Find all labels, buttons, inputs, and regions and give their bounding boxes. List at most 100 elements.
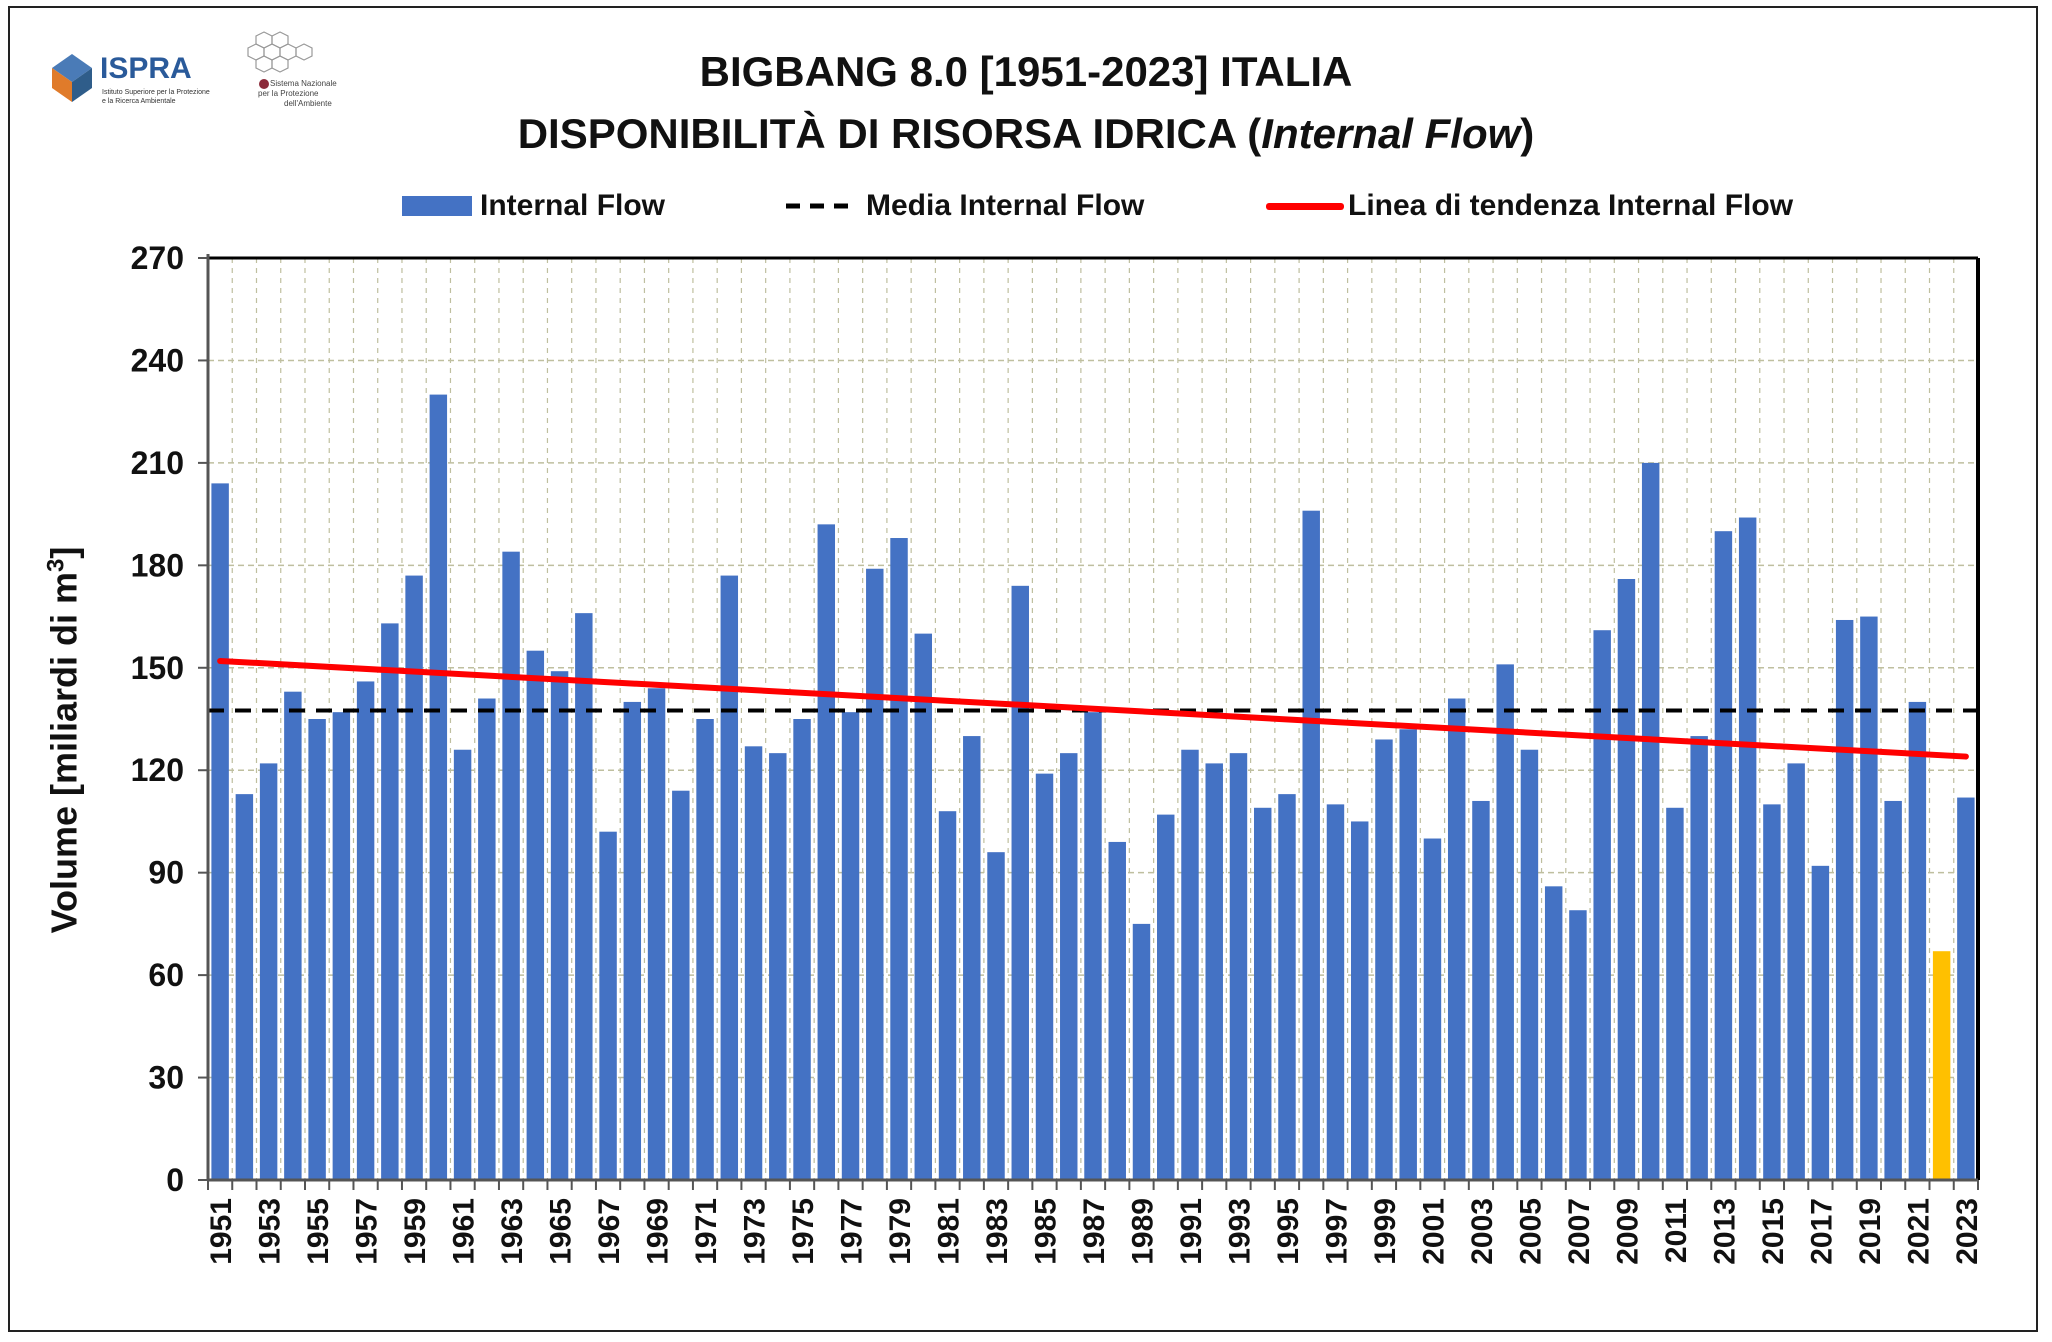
x-tick-label: 1999 xyxy=(1369,1198,1402,1265)
bar-2017 xyxy=(1811,865,1830,1180)
x-tick-label: 2015 xyxy=(1757,1198,1790,1265)
bar-2000 xyxy=(1399,729,1417,1180)
y-axis-label: Volume [miliardi di m3] xyxy=(43,547,86,934)
x-tick-label: 1977 xyxy=(836,1198,869,1265)
legend-label-trend: Linea di tendenza Internal Flow xyxy=(1348,189,1794,222)
bar-2016 xyxy=(1787,763,1805,1180)
bar-2008 xyxy=(1593,630,1611,1180)
snpa-logo-text-2: per la Protezione xyxy=(258,89,319,98)
bar-2023 xyxy=(1957,797,1975,1180)
y-tick-label: 270 xyxy=(131,240,184,276)
x-tick-label: 1991 xyxy=(1175,1198,1208,1265)
bar-1988 xyxy=(1108,841,1126,1180)
bar-1965 xyxy=(550,671,569,1180)
bar-2011 xyxy=(1666,807,1684,1180)
chart-title-line-2: DISPONIBILITÀ DI RISORSA IDRICA (Interna… xyxy=(0,110,2052,158)
y-tick-label: 210 xyxy=(131,445,184,481)
x-tick-label: 2023 xyxy=(1951,1198,1984,1265)
bar-1978 xyxy=(866,568,884,1180)
legend-label-internal-flow: Internal Flow xyxy=(480,189,666,222)
bar-1990 xyxy=(1157,814,1175,1180)
x-tick-label: 1985 xyxy=(1030,1198,1063,1265)
bar-1976 xyxy=(817,524,836,1180)
bar-1951 xyxy=(211,483,229,1180)
bar-2014 xyxy=(1738,517,1757,1180)
x-tick-label: 1959 xyxy=(399,1198,432,1265)
y-tick-label: 90 xyxy=(148,855,184,891)
y-tick-label: 150 xyxy=(131,650,184,686)
bar-1967 xyxy=(599,831,617,1180)
bar-1986 xyxy=(1060,753,1078,1180)
snpa-logo-text-3: dell'Ambiente xyxy=(284,99,332,108)
x-tick-label: 1975 xyxy=(787,1198,820,1265)
x-tick-label: 2019 xyxy=(1854,1198,1887,1265)
bar-1992 xyxy=(1205,763,1223,1180)
legend-swatch-trend xyxy=(1266,202,1344,210)
bar-1998 xyxy=(1350,821,1369,1180)
x-tick-label: 2003 xyxy=(1466,1198,1499,1265)
y-tick-label: 30 xyxy=(148,1060,184,1096)
x-tick-label: 1961 xyxy=(448,1198,481,1265)
x-tick-label: 1957 xyxy=(351,1198,384,1265)
legend-item-trend: Linea di tendenza Internal Flow xyxy=(1266,186,1793,226)
bar-1983 xyxy=(987,852,1005,1180)
bar-1970 xyxy=(672,790,690,1180)
legend-item-mean: Media Internal Flow xyxy=(786,186,1144,226)
bar-1999 xyxy=(1375,739,1393,1180)
x-tick-label: 1963 xyxy=(496,1198,529,1265)
y-tick-label: 120 xyxy=(131,752,184,788)
ispra-logo-subtext-2: e la Ricerca Ambientale xyxy=(102,98,176,105)
bar-1997 xyxy=(1326,804,1345,1180)
x-tick-label: 1997 xyxy=(1320,1198,1353,1265)
bar-2015 xyxy=(1763,804,1781,1180)
ispra-logo-subtext-1: Istituto Superiore per la Protezione xyxy=(102,89,210,96)
x-tick-label: 2021 xyxy=(1902,1198,1935,1265)
bar-1959 xyxy=(405,575,423,1180)
x-tick-label: 1971 xyxy=(690,1198,723,1265)
x-tick-label: 1969 xyxy=(642,1198,675,1265)
ispra-logo: ISPRA Istituto Superiore per la Protezio… xyxy=(52,52,210,105)
x-tick-label: 2011 xyxy=(1660,1198,1693,1263)
bar-2006 xyxy=(1544,886,1563,1180)
bar-2012 xyxy=(1690,736,1708,1180)
bar-1996 xyxy=(1302,510,1320,1180)
y-axis-label-end: ] xyxy=(43,546,85,559)
bar-1960 xyxy=(429,394,448,1180)
trend-line xyxy=(217,657,1969,760)
title-italic: Internal Flow xyxy=(1261,110,1521,157)
bar-1987 xyxy=(1084,712,1102,1180)
bar-1995 xyxy=(1278,794,1296,1180)
x-tick-label: 2001 xyxy=(1417,1198,1450,1265)
bar-1980 xyxy=(914,633,933,1180)
bar-1961 xyxy=(453,749,472,1180)
lines-layer xyxy=(208,657,1978,760)
x-tick-label: 2009 xyxy=(1611,1198,1644,1265)
axis-layer: 0 30 60 90 120 150 180 210 240 270 1951 1953 1955 195… xyxy=(131,240,1984,1265)
y-axis-label-sup: 3 xyxy=(42,558,70,572)
bar-1958 xyxy=(381,623,399,1180)
bar-2003 xyxy=(1472,800,1490,1180)
bar-2007 xyxy=(1569,910,1587,1180)
x-tick-label: 1981 xyxy=(933,1198,966,1265)
bar-2018 xyxy=(1835,619,1854,1180)
bar-1977 xyxy=(841,712,860,1180)
bar-1952 xyxy=(235,794,254,1180)
bar-1993 xyxy=(1229,753,1248,1180)
legend-swatch-dashed xyxy=(786,203,858,209)
bar-1973 xyxy=(744,746,763,1180)
x-tick-label: 2017 xyxy=(1805,1198,1838,1265)
x-tick-label: 1983 xyxy=(981,1198,1014,1265)
title-prefix: DISPONIBILITÀ DI RISORSA IDRICA ( xyxy=(517,110,1262,157)
legend-label-mean: Media Internal Flow xyxy=(866,189,1145,222)
x-tick-label: 2005 xyxy=(1514,1198,1547,1265)
bar-2013 xyxy=(1714,531,1733,1180)
x-tick-label: 1973 xyxy=(739,1198,772,1265)
bar-1974 xyxy=(769,753,787,1180)
snpa-logo-text-1: Sistema Nazionale xyxy=(270,79,337,88)
x-tick-label: 2013 xyxy=(1708,1198,1741,1265)
bar-1953 xyxy=(259,763,278,1180)
bar-1972 xyxy=(720,575,739,1180)
bar-1963 xyxy=(502,551,520,1180)
snpa-logo: Sistema Nazionale per la Protezione dell… xyxy=(247,31,337,108)
